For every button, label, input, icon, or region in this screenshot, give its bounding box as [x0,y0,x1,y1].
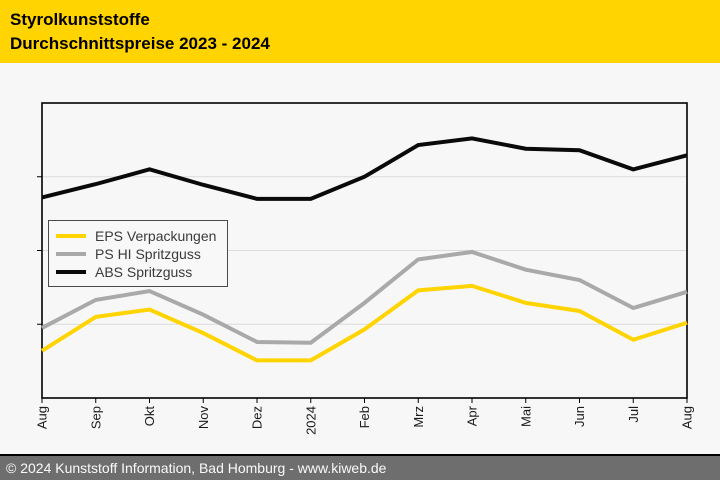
x-tick-label: Mai [518,406,533,427]
x-tick-label: Nov [196,406,211,430]
series-line-eps-verpackungen [40,283,688,363]
x-tick-label: Jun [572,406,587,427]
copyright-text: © 2024 Kunststoff Information, Bad Hombu… [6,460,387,476]
chart-area: Aug Sep Okt Nov Dez 2024 Feb Mrz Apr Mai Jun Jul Aug… [0,63,720,454]
legend-row: PS HI Spritzguss [56,245,227,262]
x-tick-label: Okt [142,406,157,427]
legend-label: ABS Spritzguss [95,263,193,280]
chart-title-line2: Durchschnittspreise 2023 - 2024 [10,34,270,53]
x-tick-label: Dez [250,406,265,429]
legend-label: EPS Verpackungen [95,227,217,244]
legend-line-swatch [56,251,86,256]
chart-title-line1: Styrolkunststoffe [10,10,150,29]
legend-row: EPS Verpackungen [56,227,227,244]
footer: © 2024 Kunststoff Information, Bad Hombu… [0,454,720,480]
x-tick-label: Jul [626,406,641,423]
chart-legend: EPS Verpackungen PS HI Spritzguss ABS Spri… [48,220,228,287]
x-tick-label: Mrz [411,406,426,428]
header: Styrolkunststoffe Durchschnittspreise 20… [0,0,720,63]
legend-line-swatch [56,269,86,274]
x-tick-label: Aug [680,406,695,429]
x-tick-label: Apr [465,405,480,426]
series-line-ps-hi-spritzguss [41,249,688,345]
price-line-chart: Aug Sep Okt Nov Dez 2024 Feb Mrz Apr Mai Jun Jul Aug [35,102,695,435]
x-tick-label: Sep [88,406,103,429]
plot-border [41,102,688,399]
legend-line-swatch [56,233,86,238]
x-tick-label: Feb [357,406,372,428]
x-tick-label: 2024 [303,406,318,435]
x-tick-label: Aug [35,406,50,429]
legend-label: PS HI Spritzguss [95,245,201,262]
legend-row: ABS Spritzguss [56,263,227,280]
series-line-abs-spritzguss [41,136,688,201]
